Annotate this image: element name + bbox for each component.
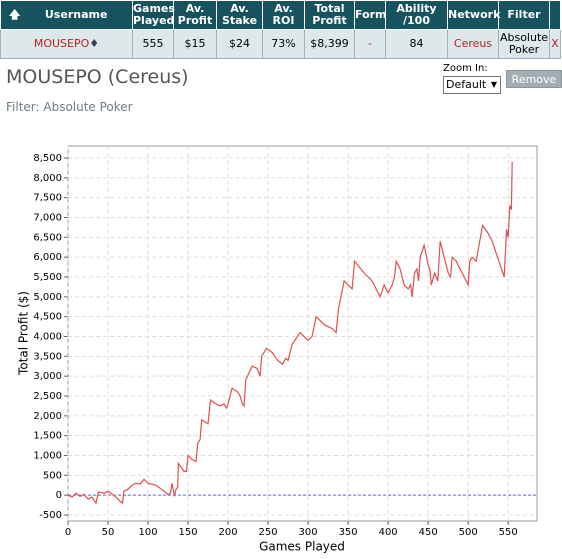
header-cell[interactable]: 🡅 Username <box>0 0 133 30</box>
y-tick-label: 3,500 <box>33 351 62 362</box>
x-tick-label: 50 <box>102 527 115 538</box>
x-tick-label: 450 <box>419 527 438 538</box>
plot-area <box>67 145 538 522</box>
cell: - <box>354 29 386 59</box>
header-cell[interactable]: Games Played <box>132 0 175 30</box>
y-tick-label: 1,500 <box>33 431 62 442</box>
cell: 555 <box>132 29 174 59</box>
player-icon: ♦ <box>89 37 100 50</box>
y-tick-label: 6,500 <box>33 232 62 243</box>
header-cell[interactable]: Ability /100 <box>385 0 448 30</box>
y-tick-label: 5,500 <box>33 272 62 283</box>
header-cell[interactable]: Av. Stake <box>216 0 263 30</box>
header-cell[interactable]: Total Profit <box>304 0 355 30</box>
y-tick-label: 7,500 <box>33 193 62 204</box>
header-text: Username <box>44 8 108 21</box>
x-tick-label: 0 <box>65 527 71 538</box>
y-tick-label: 8,000 <box>33 173 62 184</box>
header-cell[interactable]: Av. Profit <box>173 0 217 30</box>
cell: Absolute Poker <box>498 29 550 59</box>
y-axis-label: Total Profit ($) <box>17 291 31 376</box>
username-link[interactable]: MOUSEPO <box>33 37 90 50</box>
dropdown-arrow: ▼ <box>490 80 497 89</box>
cell: $24 <box>216 29 263 59</box>
x-tick-label: 550 <box>499 527 518 538</box>
zoom-label: Zoom In: <box>443 63 488 74</box>
y-tick-label: 6,000 <box>33 252 62 263</box>
zoom-select[interactable]: Default ▼ <box>443 76 501 94</box>
data-row: MOUSEPO♦ 555 $15 $24 73% $8,399 - 84 Cer… <box>0 29 561 59</box>
profit-line <box>67 161 513 505</box>
y-tick-label: 3,000 <box>33 371 62 382</box>
y-tick-label: 4,500 <box>33 312 62 323</box>
x-tick-label: 400 <box>379 527 398 538</box>
cell: 84 <box>385 29 448 59</box>
sort-arrow: 🡅 <box>9 8 21 21</box>
x-tick-label: 250 <box>259 527 278 538</box>
x-tick-label: 350 <box>339 527 358 538</box>
player-title: MOUSEPO (Cereus) <box>6 66 189 88</box>
header-cell <box>549 0 561 30</box>
filter-text: Filter: Absolute Poker <box>6 100 133 114</box>
y-tick-label: -500 <box>39 510 62 521</box>
header-row: 🡅 Username Games Played Av. Profit Av. St… <box>0 0 561 30</box>
y-tick-label: 2,000 <box>33 411 62 422</box>
delete-cell[interactable]: X <box>549 29 561 59</box>
cell: 73% <box>262 29 305 59</box>
cell: $8,399 <box>304 29 355 59</box>
cell: $15 <box>173 29 217 59</box>
y-tick-label: 2,500 <box>33 391 62 402</box>
y-tick-label: 5,000 <box>33 292 62 303</box>
y-tick-label: 1,000 <box>33 451 62 462</box>
x-tick-label: 100 <box>138 527 157 538</box>
y-tick-label: 8,500 <box>33 153 62 164</box>
remove-button[interactable]: Remove <box>506 70 562 88</box>
x-axis-label: Games Played <box>259 540 345 554</box>
header-cell[interactable]: Form <box>354 0 387 30</box>
x-tick-label: 150 <box>179 527 198 538</box>
x-tick-label: 300 <box>299 527 318 538</box>
y-tick-label: 7,000 <box>33 212 62 223</box>
x-tick-label: 500 <box>459 527 478 538</box>
header-cell[interactable]: Network <box>447 0 500 30</box>
zoom-option: Default <box>446 78 487 91</box>
y-tick-label: 4,000 <box>33 331 62 342</box>
y-tick-label: 0 <box>56 490 62 501</box>
cell[interactable]: Cereus <box>447 29 499 59</box>
header-cell[interactable]: Av. ROI <box>262 0 305 30</box>
x-tick-label: 200 <box>219 527 238 538</box>
header-cell[interactable]: Filter <box>498 0 550 30</box>
cell: MOUSEPO♦ <box>0 29 133 59</box>
y-tick-label: 500 <box>43 470 62 481</box>
stats-table: 🡅 Username Games Played Av. Profit Av. St… <box>0 0 561 59</box>
